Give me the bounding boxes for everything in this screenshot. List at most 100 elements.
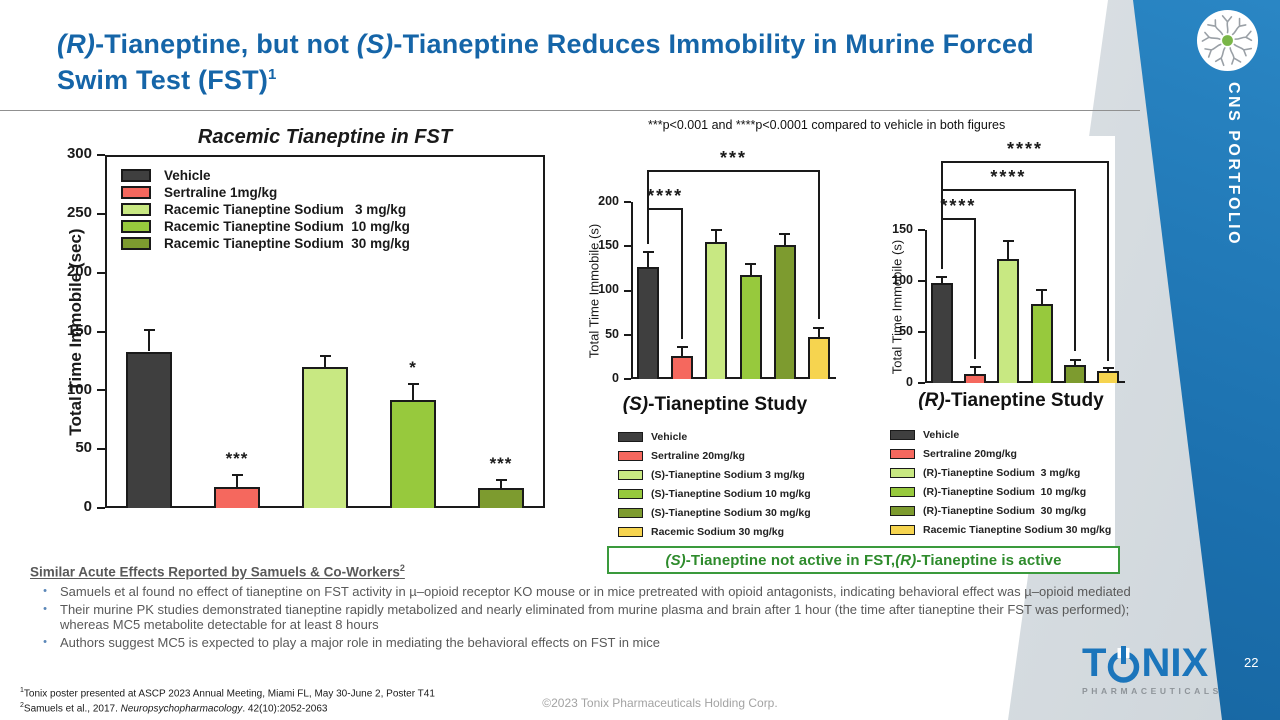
legend-swatch [121,169,151,182]
error-bar [681,347,684,356]
y-tick-mark [624,378,631,380]
error-bar-cap [407,383,419,386]
legend-label: Racemic Tianeptine Sodium 10 mg/kg [164,219,410,234]
error-bar [412,384,414,400]
error-bar-cap [1102,366,1114,369]
bar [1030,304,1053,383]
legend-label: Sertraline 20mg/kg [923,448,1017,460]
legend-swatch [890,449,915,459]
y-tick-mark [624,245,631,248]
conclusion-part: -Tianeptine is active [916,551,1062,569]
findings-footnote-marker: 2 [399,563,405,573]
legend-swatch [618,451,643,461]
error-bar [500,479,502,488]
s-tianeptine-chart: 0 50 100 150 200 Total Time Immobile (s) **** *… [565,145,865,390]
racemic-fst-chart: 0 50 100 150 200 250 300 Total Time Immobile (s… [60,125,565,525]
footnote-text: Tonix poster presented at ASCP 2023 Annu… [23,688,435,700]
y-tick-mark [97,330,105,333]
legend-label: Racemic Sodium 30 mg/kg [651,526,785,538]
y-tick-label: 100 [892,272,913,287]
legend-swatch [121,203,151,216]
y-tick-mark [624,333,631,336]
title-part: (R) [57,29,96,59]
bullet-icon: • [43,636,47,649]
y-axis-label: Total Time Immobile (s) [586,223,602,358]
footnote-marker: 1 [20,687,24,694]
r-chart-legend: Vehicle Sertraline 20mg/kg (R)-Tianeptine … [890,429,1111,543]
legend-item: Racemic Tianeptine Sodium 30 mg/kg [890,524,1111,536]
error-bar-cap [231,474,243,477]
error-bar [940,276,943,284]
y-tick-mark [97,389,105,392]
bracket-leg [974,217,976,359]
bar [302,366,348,508]
s-study-title-rest: -Tianeptine Study [648,394,808,415]
title-part: -Tianeptine Reduces Immobility in Murine… [57,29,1034,96]
error-bar-cap [1002,240,1014,243]
conclusion-part: -Tianeptine not active in FST, [685,551,896,569]
legend-label: (S)-Tianeptine Sodium 10 mg/kg [651,488,811,500]
comparison-bracket [647,170,820,173]
legend-item: (S)-Tianeptine Sodium 10 mg/kg [618,488,811,500]
error-bar [236,475,238,487]
bullet-icon: • [43,602,47,615]
plot-area [631,202,836,379]
legend-item: Vehicle [121,168,410,183]
title-part: (S) [356,29,394,59]
error-bar-cap [745,262,757,265]
y-axis-label: Total Time Immobile (s) [889,239,905,374]
legend-item: (R)-Tianeptine Sodium 30 mg/kg [890,505,1111,517]
y-tick-label: 200 [598,193,619,208]
bar [478,487,524,508]
y-tick-label: 200 [66,262,92,280]
y-tick-mark [97,212,105,215]
journal-name: Neuropsychopharmacology [120,703,243,715]
comparison-bracket [940,189,1076,192]
bar [930,283,953,383]
error-bar [1007,241,1010,259]
racemic-chart-title: Racemic Tianeptine in FST [197,126,453,148]
error-bar [749,263,752,276]
finding-bullet: • Samuels et al found no effect of tianep… [30,584,1155,599]
findings-heading-text: Similar Acute Effects Reported by Samuel… [30,564,400,580]
footnote-text: Samuels et al., 2017. [23,703,121,715]
error-bar-cap [779,232,791,235]
legend-swatch [121,220,151,233]
y-tick-mark [918,382,925,384]
y-axis-label: Total Time Immobile (sec) [66,227,85,436]
y-tick-mark [97,448,105,451]
significance-marker: **** [1006,138,1044,159]
power-button-icon [1108,646,1140,683]
legend-swatch [890,468,915,478]
significance-marker: *** [489,453,513,473]
bar [964,373,986,383]
y-tick-label: 0 [83,498,92,516]
bracket-leg [681,208,684,340]
bar [671,355,694,379]
error-bar [324,356,326,367]
legend-swatch [618,508,643,518]
bullet-icon: • [43,584,47,597]
legend-item: Sertraline 20mg/kg [890,448,1111,460]
legend-item: Vehicle [618,431,811,443]
legend-label: Vehicle [651,431,688,443]
r-study-title: (R)-Tianeptine Study [880,390,1142,412]
neuron-logo-icon [1196,9,1259,72]
legend-item: Vehicle [890,429,1111,441]
y-tick-label: 50 [605,326,619,341]
bracket-leg [647,170,650,245]
finding-bullet: • Their murine PK studies demonstrated ti… [30,602,1155,633]
r-study-title-italic: (R) [918,390,945,411]
comparison-bracket [940,160,1110,163]
y-tick-mark [624,289,631,292]
legend-item: Racemic Tianeptine Sodium 3 mg/kg [121,202,410,217]
legend-item: Racemic Sodium 30 mg/kg [618,526,811,538]
header-divider [0,110,1140,111]
bracket-leg [1107,160,1110,361]
conclusion-part: (S) [665,551,686,569]
finding-text: Samuels et al found no effect of tianept… [60,583,1131,599]
significance-note: ***p<0.001 and ****p<0.0001 compared to … [648,118,1006,132]
bar [773,245,796,379]
legend-label: Sertraline 20mg/kg [651,450,745,462]
bar [705,241,728,379]
